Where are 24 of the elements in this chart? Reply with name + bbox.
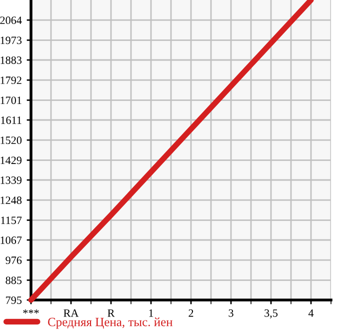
x-tick-label: RA	[64, 309, 79, 317]
x-tick-label: 1	[149, 309, 154, 317]
y-tick-label: 1701	[0, 96, 22, 104]
y-tick-label: 2064	[0, 16, 22, 24]
x-tick-label: 4	[308, 309, 314, 317]
y-tick-label: 1429	[0, 156, 22, 164]
x-tick-label: ***	[23, 309, 39, 314]
y-tick-label: 1973	[0, 36, 22, 44]
y-tick-label: 1520	[0, 136, 22, 144]
x-tick-label: 3	[228, 309, 234, 317]
y-tick-label: 1611	[1, 116, 22, 124]
x-tick-label: R	[108, 309, 115, 317]
y-tick-label: 1339	[0, 176, 22, 184]
y-tick-label: 885	[6, 276, 22, 284]
y-tick-label: 795	[6, 296, 22, 304]
legend-label: Средняя Цена, тыс. йен	[48, 318, 172, 329]
y-tick-label: 1883	[0, 56, 22, 64]
x-tick-label: 3,5	[264, 309, 278, 318]
y-tick-label: 1157	[1, 216, 22, 224]
y-tick-label: 976	[6, 256, 22, 264]
y-tick-label: 1248	[0, 196, 22, 204]
y-tick-label: 1792	[0, 76, 22, 84]
y-tick-label: 1067	[0, 236, 22, 244]
x-tick-label: 2	[188, 309, 194, 317]
